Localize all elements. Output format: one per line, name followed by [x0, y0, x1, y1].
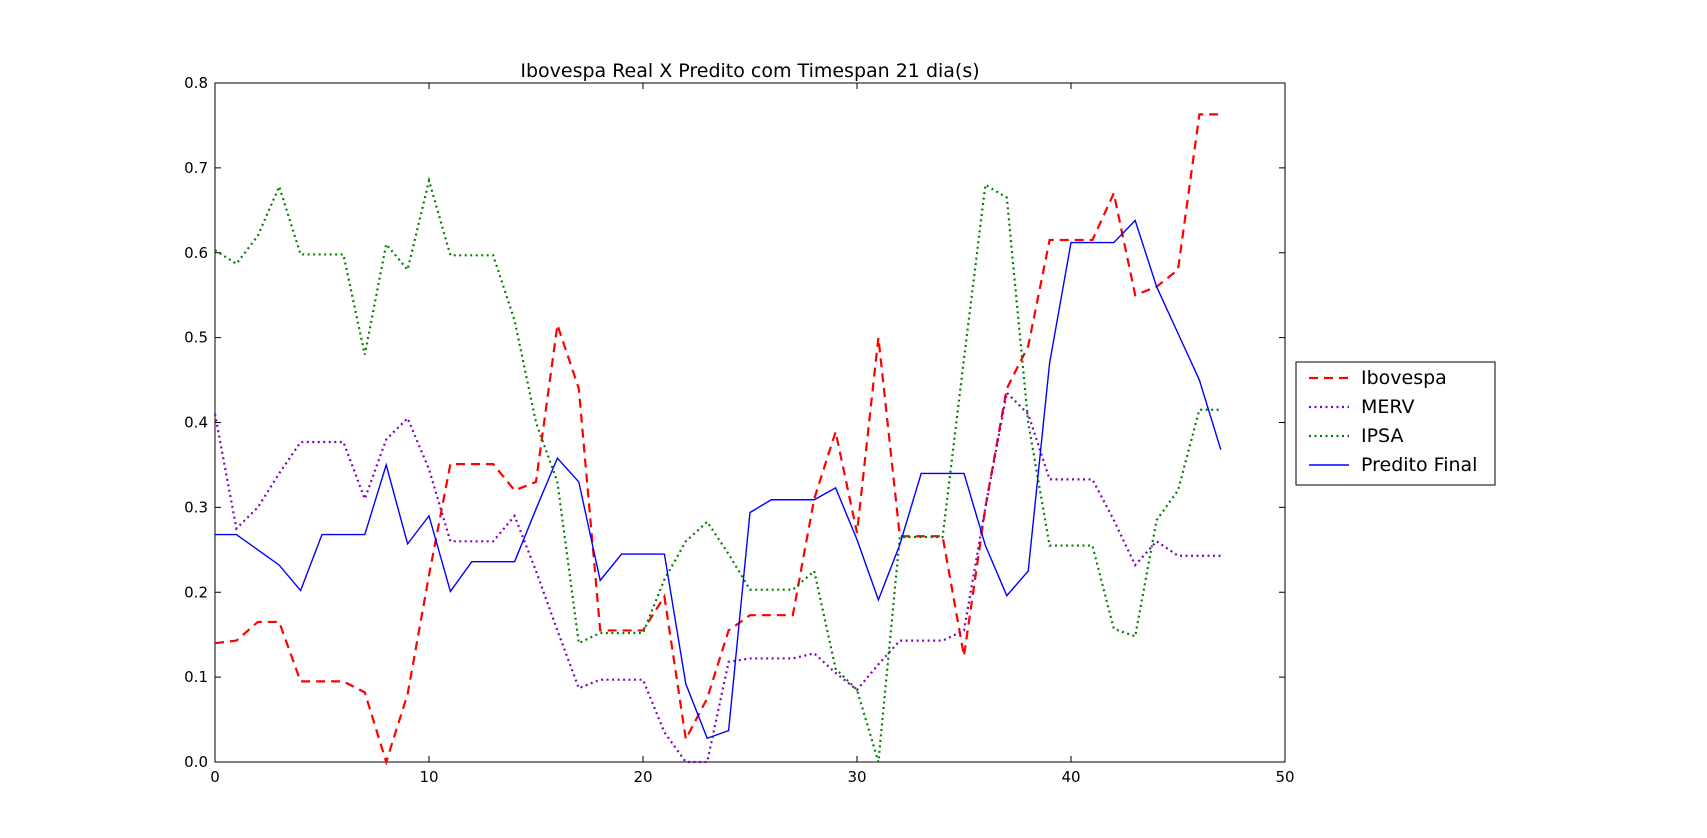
y-tick-label: 0.5	[184, 329, 208, 347]
y-tick-label: 0.8	[184, 74, 208, 92]
y-tick-label: 0.3	[184, 498, 208, 516]
y-tick-label: 0.0	[184, 753, 208, 771]
x-tick-label: 40	[1061, 768, 1080, 786]
plot-area	[213, 82, 1286, 766]
legend-label: MERV	[1361, 396, 1415, 418]
x-tick-label: 20	[633, 768, 652, 786]
legend: Ibovespa MERV IPSA Predito Final	[1295, 361, 1496, 486]
legend-label: Predito Final	[1361, 454, 1477, 476]
y-tick-label: 0.7	[184, 159, 208, 177]
y-tick-label: 0.1	[184, 668, 208, 686]
y-tick-label: 0.4	[184, 414, 208, 432]
series-line-merv	[213, 390, 1221, 764]
y-axis: 0.0 0.1 0.2 0.3 0.4 0.5 0.6 0.7 0.8	[184, 74, 1285, 771]
x-tick-label: 30	[847, 768, 866, 786]
series-line-ipsa	[214, 176, 1221, 763]
chart-title: Ibovespa Real X Predito com Timespan 21 …	[520, 60, 979, 82]
series-lines	[213, 113, 1222, 766]
x-axis: 0 10 20 30 40 50	[210, 83, 1295, 786]
series-line-ibovespa	[214, 113, 1221, 766]
x-tick-label: 0	[210, 768, 220, 786]
legend-label: Ibovespa	[1361, 367, 1447, 389]
plot-frame	[214, 82, 1286, 763]
legend-label: IPSA	[1361, 425, 1403, 447]
y-tick-label: 0.2	[184, 583, 208, 601]
x-tick-label: 50	[1275, 768, 1294, 786]
series-line-predito-final	[215, 219, 1222, 740]
y-tick-label: 0.6	[184, 244, 208, 262]
x-tick-label: 10	[419, 768, 438, 786]
